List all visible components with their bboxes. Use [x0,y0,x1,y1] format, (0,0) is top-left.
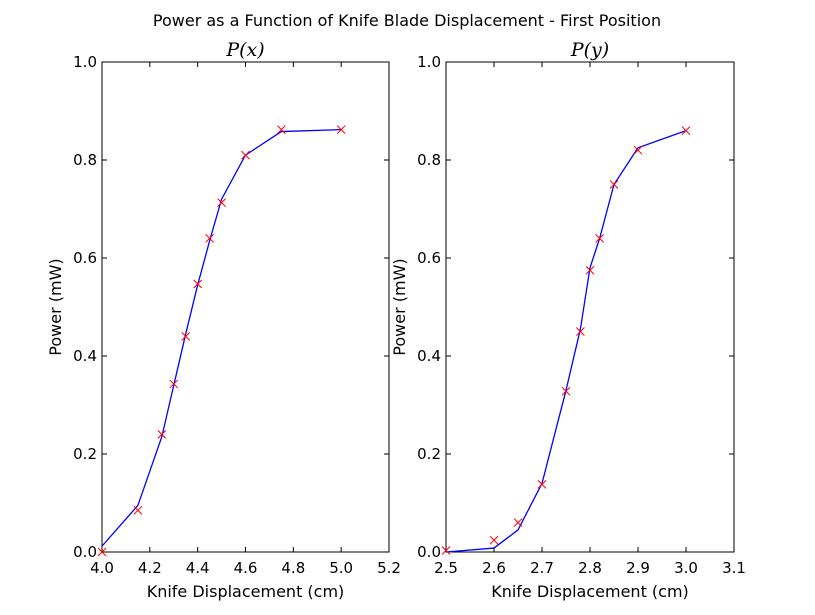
px-xtick-label: 4.6 [234,559,258,577]
py-data-point [681,126,691,135]
py-ytick-label: 1.0 [417,53,441,71]
px-ytick-label: 0.6 [73,249,97,267]
px-data-point [241,150,250,160]
px-data-point [133,505,143,515]
px-xtick-label: 5.2 [377,559,401,577]
px-data-point [169,379,179,389]
px-plot-frame [101,61,390,553]
px-data-point [157,430,167,439]
py-axes-title: P(y) [570,39,609,61]
px-data-point [277,125,286,134]
py-ytick-label: 0.0 [417,543,441,561]
px-data-point [181,332,191,341]
px-ytick-label: 0.2 [73,445,97,463]
px-data-point [205,234,214,243]
py-data-point [576,327,585,336]
py-xtick-label: 2.7 [530,559,554,577]
px-data-point [97,547,107,557]
px-xtick-label: 4.8 [281,559,305,577]
py-data-point [609,180,619,189]
px-fit-line [101,128,342,547]
py-xtick-label: 2.9 [626,559,650,577]
px-data-point [217,198,226,207]
px-xtick-label: 4.2 [138,559,162,577]
py-xtick-label: 2.8 [578,559,602,577]
py-data-point [633,145,643,155]
py-plot-frame [445,61,735,553]
px-ytick-label: 1.0 [73,53,97,71]
px-yaxis-label: Power (mW) [46,258,65,355]
py-fit-line [445,129,687,553]
px-ytick-label: 0.0 [73,543,97,561]
py-data-point [513,518,523,527]
py-data-point [595,234,604,243]
py-data-point [489,535,499,545]
px-xtick-label: 4.4 [186,559,210,577]
subplot-py: 2.5 2.6 2.7 2.8 2.9 3.0 3.1 0.0 0.2 0.4 0.6 0.8 1.0 P… [390,39,746,601]
px-xtick-label: 4.0 [90,559,114,577]
py-data-point [585,265,595,275]
py-xtick-label: 2.5 [434,559,458,577]
px-ytick-label: 0.4 [73,347,97,365]
py-ytick-label: 0.4 [417,347,441,365]
py-ytick-label: 0.6 [417,249,441,267]
py-data-point [561,386,571,396]
figure-title: Power as a Function of Knife Blade Displ… [153,11,661,30]
py-xtick-label: 2.6 [482,559,506,577]
py-data-point [537,480,547,489]
subplot-px: 4.0 4.2 4.4 4.6 4.8 5.0 5.2 0.0 0.2 0.4 0.6 0.8 1.0 P… [46,39,401,601]
py-xaxis-label: Knife Displacement (cm) [491,582,689,601]
px-ytick-label: 0.8 [73,151,97,169]
px-xtick-label: 5.0 [329,559,353,577]
py-yaxis-label: Power (mW) [390,258,409,355]
px-axes-title: P(x) [225,39,264,61]
py-xtick-label: 3.0 [674,559,698,577]
py-ytick-label: 0.2 [417,445,441,463]
py-ytick-label: 0.8 [417,151,441,169]
py-data-point [441,546,451,555]
px-xaxis-label: Knife Displacement (cm) [147,582,345,601]
px-data-point [193,279,203,289]
px-data-point [336,125,346,134]
py-xtick-label: 3.1 [722,559,746,577]
